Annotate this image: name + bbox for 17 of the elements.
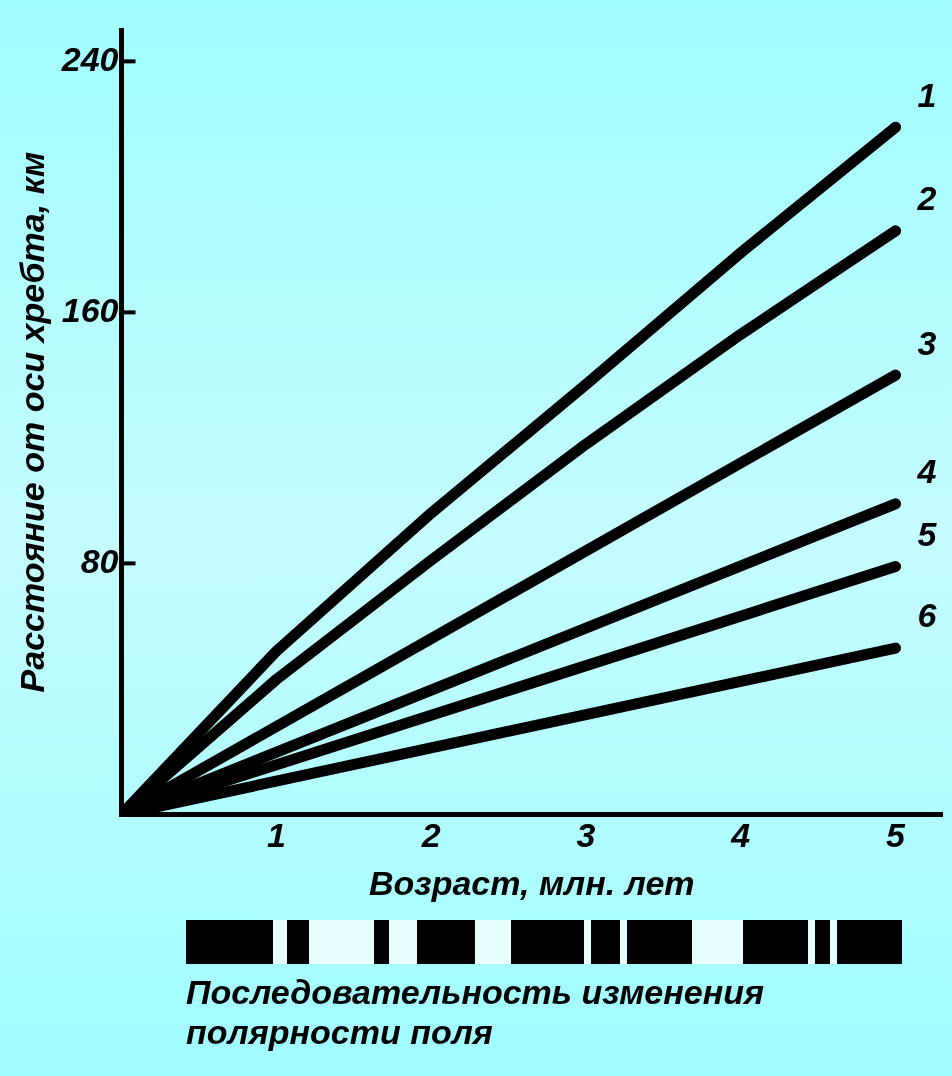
x-tick-label: 2 [420, 816, 441, 855]
y-axis-title: Расстояние от оси хребта, км [12, 151, 51, 693]
y-tick-label: 80 [80, 541, 119, 580]
series-label: 2 [916, 179, 937, 218]
x-tick-label: 1 [266, 816, 286, 855]
series-label: 4 [916, 452, 937, 491]
y-tick-label: 160 [61, 290, 119, 329]
series-label: 5 [917, 514, 938, 553]
x-axis-title: Возраст, млн. лет [369, 863, 695, 902]
y-tick-label: 240 [60, 39, 119, 78]
text: Последовательность изменения полярности поля [186, 972, 765, 1052]
x-tick-label: 4 [730, 816, 751, 855]
series-label: 1 [917, 75, 937, 114]
x-tick-label: 3 [576, 816, 596, 855]
series-label: 6 [917, 596, 938, 635]
series-label: 3 [917, 323, 937, 362]
x-tick-label: 5 [886, 816, 907, 855]
